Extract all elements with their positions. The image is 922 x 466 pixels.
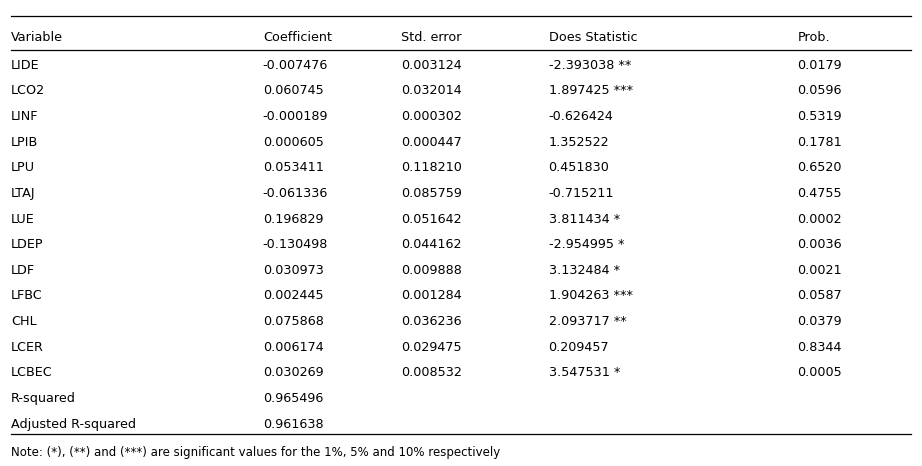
Text: 0.6520: 0.6520 — [798, 161, 842, 174]
Text: 0.075868: 0.075868 — [263, 315, 324, 328]
Text: 0.0036: 0.0036 — [798, 238, 842, 251]
Text: 0.060745: 0.060745 — [263, 84, 324, 97]
Text: 3.811434 *: 3.811434 * — [549, 212, 620, 226]
Text: LDEP: LDEP — [11, 238, 43, 251]
Text: 0.030269: 0.030269 — [263, 366, 324, 379]
Text: 2.093717 **: 2.093717 ** — [549, 315, 626, 328]
Text: LDF: LDF — [11, 264, 35, 277]
Text: Note: (*), (**) and (***) are significant values for the 1%, 5% and 10% respecti: Note: (*), (**) and (***) are significan… — [11, 445, 501, 459]
Text: LCO2: LCO2 — [11, 84, 45, 97]
Text: 0.965496: 0.965496 — [263, 392, 323, 405]
Text: CHL: CHL — [11, 315, 37, 328]
Text: LIDE: LIDE — [11, 59, 40, 72]
Text: Adjusted R-squared: Adjusted R-squared — [11, 418, 136, 431]
Text: Does Statistic: Does Statistic — [549, 31, 637, 44]
Text: 0.009888: 0.009888 — [401, 264, 462, 277]
Text: 0.0587: 0.0587 — [798, 289, 843, 302]
Text: 0.051642: 0.051642 — [401, 212, 462, 226]
Text: 0.0021: 0.0021 — [798, 264, 842, 277]
Text: R-squared: R-squared — [11, 392, 76, 405]
Text: 0.008532: 0.008532 — [401, 366, 462, 379]
Text: 0.0379: 0.0379 — [798, 315, 842, 328]
Text: LPIB: LPIB — [11, 136, 39, 149]
Text: 0.4755: 0.4755 — [798, 187, 842, 200]
Text: Coefficient: Coefficient — [263, 31, 332, 44]
Text: LPU: LPU — [11, 161, 35, 174]
Text: Prob.: Prob. — [798, 31, 830, 44]
Text: 0.003124: 0.003124 — [401, 59, 462, 72]
Text: 0.0179: 0.0179 — [798, 59, 842, 72]
Text: 0.000447: 0.000447 — [401, 136, 462, 149]
Text: -0.715211: -0.715211 — [549, 187, 614, 200]
Text: LCER: LCER — [11, 341, 44, 354]
Text: -0.626424: -0.626424 — [549, 110, 613, 123]
Text: 0.1781: 0.1781 — [798, 136, 843, 149]
Text: LINF: LINF — [11, 110, 39, 123]
Text: 0.001284: 0.001284 — [401, 289, 462, 302]
Text: 0.000302: 0.000302 — [401, 110, 462, 123]
Text: LUE: LUE — [11, 212, 35, 226]
Text: 1.904263 ***: 1.904263 *** — [549, 289, 632, 302]
Text: 0.8344: 0.8344 — [798, 341, 842, 354]
Text: 0.044162: 0.044162 — [401, 238, 462, 251]
Text: 0.032014: 0.032014 — [401, 84, 462, 97]
Text: 0.053411: 0.053411 — [263, 161, 324, 174]
Text: -0.007476: -0.007476 — [263, 59, 328, 72]
Text: 0.0005: 0.0005 — [798, 366, 843, 379]
Text: 0.0596: 0.0596 — [798, 84, 842, 97]
Text: -0.000189: -0.000189 — [263, 110, 328, 123]
Text: 0.5319: 0.5319 — [798, 110, 842, 123]
Text: 0.085759: 0.085759 — [401, 187, 462, 200]
Text: LTAJ: LTAJ — [11, 187, 36, 200]
Text: LCBEC: LCBEC — [11, 366, 53, 379]
Text: 0.030973: 0.030973 — [263, 264, 324, 277]
Text: Std. error: Std. error — [401, 31, 462, 44]
Text: 1.897425 ***: 1.897425 *** — [549, 84, 632, 97]
Text: 3.547531 *: 3.547531 * — [549, 366, 620, 379]
Text: -2.954995 *: -2.954995 * — [549, 238, 624, 251]
Text: 0.002445: 0.002445 — [263, 289, 324, 302]
Text: 0.451830: 0.451830 — [549, 161, 609, 174]
Text: 0.118210: 0.118210 — [401, 161, 462, 174]
Text: -0.130498: -0.130498 — [263, 238, 328, 251]
Text: -0.061336: -0.061336 — [263, 187, 328, 200]
Text: 0.036236: 0.036236 — [401, 315, 462, 328]
Text: 0.000605: 0.000605 — [263, 136, 324, 149]
Text: 1.352522: 1.352522 — [549, 136, 609, 149]
Text: 0.961638: 0.961638 — [263, 418, 324, 431]
Text: 0.006174: 0.006174 — [263, 341, 324, 354]
Text: 3.132484 *: 3.132484 * — [549, 264, 620, 277]
Text: 0.209457: 0.209457 — [549, 341, 609, 354]
Text: 0.196829: 0.196829 — [263, 212, 324, 226]
Text: Variable: Variable — [11, 31, 63, 44]
Text: 0.0002: 0.0002 — [798, 212, 842, 226]
Text: LFBC: LFBC — [11, 289, 42, 302]
Text: -2.393038 **: -2.393038 ** — [549, 59, 631, 72]
Text: 0.029475: 0.029475 — [401, 341, 462, 354]
